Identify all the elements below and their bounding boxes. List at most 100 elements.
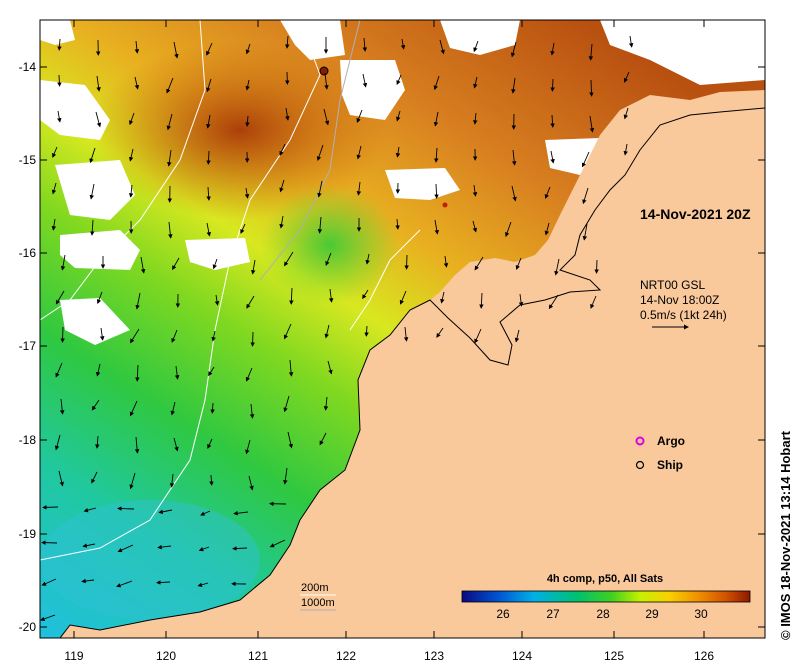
lat-tick-label: -15 (19, 153, 37, 167)
current-vector (170, 401, 176, 416)
colorbar-tick: 26 (496, 607, 510, 621)
current-vector (433, 75, 440, 91)
map-frame (39, 19, 766, 639)
isobath-200m (40, 20, 321, 561)
colorbar-tick: 28 (596, 607, 610, 621)
cloud-gap (340, 60, 405, 120)
current-vector (232, 546, 248, 551)
current-vector (440, 291, 445, 304)
cloud-gap (40, 80, 110, 140)
current-vector (582, 187, 589, 205)
lat-tick-label: -16 (19, 246, 37, 260)
current-vector (156, 580, 171, 585)
current-vector (174, 365, 180, 380)
vector-scale: NRT00 GSL 14-Nov 18:00Z 0.5m/s (1kt 24h) (640, 278, 727, 330)
lat-tick-label: -18 (19, 433, 37, 447)
current-vector (249, 403, 255, 419)
current-vector (245, 115, 250, 127)
current-vector (316, 144, 324, 161)
current-vector (245, 367, 253, 382)
ship-label: Ship (657, 458, 683, 472)
current-vector (245, 79, 250, 91)
colorbar-tick: 29 (645, 607, 659, 621)
current-vector (42, 505, 59, 510)
current-vector (233, 511, 249, 516)
current-vector (99, 327, 105, 341)
current-vector (582, 223, 588, 241)
current-vector (128, 184, 134, 198)
current-vector (166, 77, 174, 94)
current-vector (325, 252, 332, 266)
current-vector (55, 362, 63, 378)
lon-tick-label: 121 (248, 649, 268, 663)
current-vector (52, 146, 58, 158)
ship-marker (442, 202, 448, 208)
current-vector (550, 150, 555, 164)
current-vector (589, 115, 595, 133)
current-vector (396, 110, 401, 122)
current-vector (317, 180, 323, 198)
current-vector (173, 41, 179, 59)
current-vector (211, 330, 216, 342)
cloud-gap (280, 20, 345, 60)
current-vector (279, 143, 286, 156)
lon-tick-label: 119 (64, 649, 83, 663)
current-vector (198, 546, 210, 552)
current-vector (319, 432, 327, 446)
current-vector (404, 254, 409, 270)
current-vector (129, 400, 138, 417)
current-vector (140, 256, 146, 274)
current-vector (328, 288, 334, 303)
current-vector (439, 39, 445, 55)
current-vector (473, 112, 478, 125)
current-vector (287, 431, 293, 449)
current-vector (403, 326, 409, 342)
current-vector (206, 150, 211, 165)
current-vector (511, 77, 516, 94)
current-vector (41, 578, 57, 586)
current-vector (57, 74, 62, 87)
current-vector (134, 76, 140, 90)
current-vector (317, 216, 323, 234)
current-vector (91, 399, 100, 411)
cloud-gap (40, 20, 75, 45)
current-vector (285, 107, 290, 121)
cloud-gap (185, 238, 250, 270)
current-source-label: NRT00 GSL (640, 278, 705, 292)
current-vector (82, 543, 96, 548)
current-vector (89, 219, 95, 236)
current-vector (129, 112, 135, 126)
current-vector (396, 74, 402, 86)
lat-tick-label: -20 (19, 620, 37, 634)
colorbar-gradient (461, 590, 751, 603)
current-vector (89, 183, 95, 200)
current-vector (60, 326, 65, 343)
current-vector (362, 289, 369, 300)
current-vector (210, 402, 215, 414)
current-vector (283, 467, 288, 485)
cloud-gap (440, 20, 520, 55)
current-vector (324, 324, 330, 339)
current-vector (51, 218, 57, 231)
cloud-gap (600, 20, 765, 85)
current-vector (510, 41, 517, 58)
current-vector (474, 256, 484, 271)
current-vector (60, 254, 66, 271)
current-vector (365, 253, 370, 265)
lon-tick-label: 122 (336, 649, 356, 663)
current-vector (40, 614, 56, 621)
current-vector (518, 293, 524, 307)
lon-tick-label: 126 (694, 649, 714, 663)
current-vector (206, 42, 213, 56)
current-vector (581, 151, 590, 168)
current-vector (129, 472, 136, 490)
current-vector (400, 38, 406, 50)
colorbar-tick: 27 (546, 607, 560, 621)
current-vector (511, 185, 517, 202)
current-vector (214, 294, 220, 306)
current-vector (54, 434, 61, 451)
current-vector (473, 40, 479, 53)
current-vector (206, 222, 212, 237)
lon-tick-label: 125 (604, 649, 624, 663)
current-vector (544, 186, 551, 199)
